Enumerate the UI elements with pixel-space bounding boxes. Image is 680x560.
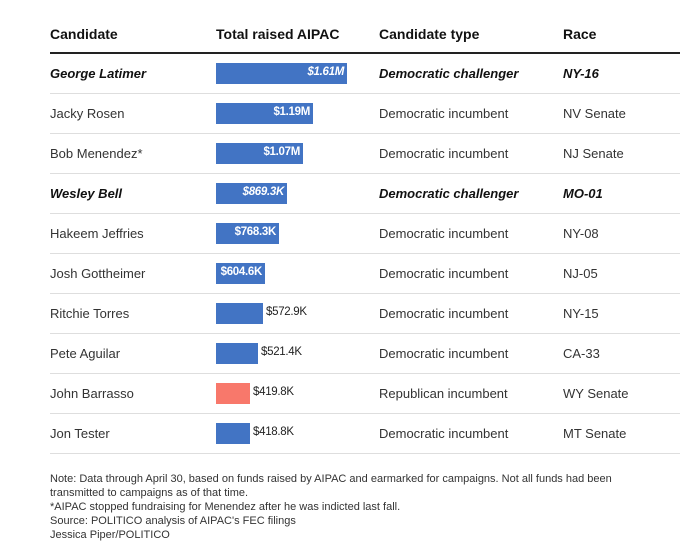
- bar-mark: [216, 223, 279, 244]
- candidate-name: Jon Tester: [50, 426, 110, 441]
- table-header: Candidate Total raised AIPAC Candidate t…: [0, 0, 680, 52]
- source-line: Source: POLITICO analysis of AIPAC's FEC…: [50, 515, 296, 527]
- note-line: *AIPAC stopped fundraising for Menendez …: [50, 501, 401, 513]
- bar-value-label: $869.3K: [242, 186, 285, 198]
- header-total-raised: Total raised AIPAC: [216, 26, 340, 42]
- race: NY-08: [563, 226, 599, 241]
- bar-value-label: $1.61M: [307, 66, 344, 78]
- bar-value-label: $521.4K: [261, 346, 302, 358]
- row-divider: [50, 93, 680, 94]
- bar-mark: [216, 263, 265, 284]
- table-body: George Latimer $1.61M Democratic challenge…: [0, 54, 680, 454]
- bar-value-label: $1.19M: [273, 106, 310, 118]
- candidate-name: Bob Menendez*: [50, 146, 143, 161]
- bar-value-label: $1.07M: [263, 146, 300, 158]
- table-row: John Barrasso $419.8K Republican incumbent…: [0, 374, 680, 414]
- table-row: Wesley Bell $869.3K Democratic challenger M…: [0, 174, 680, 214]
- bar-mark: [216, 143, 303, 164]
- row-divider: [50, 213, 680, 214]
- race: NY-15: [563, 306, 599, 321]
- bar-mark: [216, 103, 313, 124]
- bar-value-label: $768.3K: [234, 226, 277, 238]
- race: NY-16: [563, 66, 599, 81]
- table-row: George Latimer $1.61M Democratic challenge…: [0, 54, 680, 94]
- race: WY Senate: [563, 386, 629, 401]
- row-divider: [50, 453, 680, 454]
- candidate-name: John Barrasso: [50, 386, 134, 401]
- table-row: Bob Menendez* $1.07M Democratic incumbent N…: [0, 134, 680, 174]
- table-row: Jacky Rosen $1.19M Democratic incumbent NV …: [0, 94, 680, 134]
- candidate-type: Democratic challenger: [379, 186, 519, 201]
- race: NJ Senate: [563, 146, 624, 161]
- bar-value-label: $572.9K: [266, 306, 307, 318]
- table-row: Hakeem Jeffries $768.3K Democratic incumbe…: [0, 214, 680, 254]
- row-divider: [50, 333, 680, 334]
- table-row: Jon Tester $418.8K Democratic incumbent MT …: [0, 414, 680, 454]
- candidate-type: Democratic incumbent: [379, 346, 509, 361]
- table-row: Josh Gottheimer $604.6K Democratic incumbe…: [0, 254, 680, 294]
- row-divider: [50, 173, 680, 174]
- row-divider: [50, 293, 680, 294]
- header-candidate-type: Candidate type: [379, 26, 480, 42]
- bar-mark: [216, 343, 258, 364]
- row-divider: [50, 373, 680, 374]
- race: NJ-05: [563, 266, 598, 281]
- candidate-type: Democratic challenger: [379, 66, 519, 81]
- candidate-name: Wesley Bell: [50, 186, 123, 201]
- row-divider: [50, 133, 680, 134]
- candidate-name: George Latimer: [50, 66, 147, 81]
- candidate-type: Democratic incumbent: [379, 426, 509, 441]
- candidate-name: Josh Gottheimer: [50, 266, 146, 281]
- candidate-name: Hakeem Jeffries: [50, 226, 144, 241]
- candidate-name: Jacky Rosen: [50, 106, 125, 121]
- race: CA-33: [563, 346, 600, 361]
- note-line: transmitted to campaigns as of that time…: [50, 487, 249, 499]
- candidate-type: Democratic incumbent: [379, 266, 509, 281]
- candidate-type: Democratic incumbent: [379, 146, 509, 161]
- bar-value-label: $418.8K: [253, 426, 294, 438]
- table-row: Ritchie Torres $572.9K Democratic incumben…: [0, 294, 680, 334]
- bar-mark: [216, 183, 287, 204]
- bar-mark: [216, 303, 263, 324]
- race: MO-01: [563, 186, 603, 201]
- bar-mark: [216, 423, 250, 444]
- bar-mark: [216, 383, 250, 404]
- table-row: Pete Aguilar $521.4K Democratic incumbent C…: [0, 334, 680, 374]
- candidate-name: Pete Aguilar: [50, 346, 121, 361]
- candidate-type: Democratic incumbent: [379, 106, 509, 121]
- bar-value-label: $604.6K: [220, 266, 263, 278]
- race: MT Senate: [563, 426, 627, 441]
- header-divider: [50, 52, 680, 54]
- candidate-name: Ritchie Torres: [50, 306, 130, 321]
- candidate-type: Democratic incumbent: [379, 226, 509, 241]
- bar-mark: [216, 63, 347, 84]
- row-divider: [50, 413, 680, 414]
- bar-value-label: $419.8K: [253, 386, 294, 398]
- candidate-type: Democratic incumbent: [379, 306, 509, 321]
- header-candidate: Candidate: [50, 26, 118, 42]
- note-line: Note: Data through April 30, based on fu…: [50, 473, 612, 485]
- candidate-type: Republican incumbent: [379, 386, 508, 401]
- row-divider: [50, 253, 680, 254]
- race: NV Senate: [563, 106, 626, 121]
- footnotes: Note: Data through April 30, based on fu…: [50, 472, 670, 542]
- credit-line: Jessica Piper/POLITICO: [50, 529, 170, 541]
- header-race: Race: [563, 26, 597, 42]
